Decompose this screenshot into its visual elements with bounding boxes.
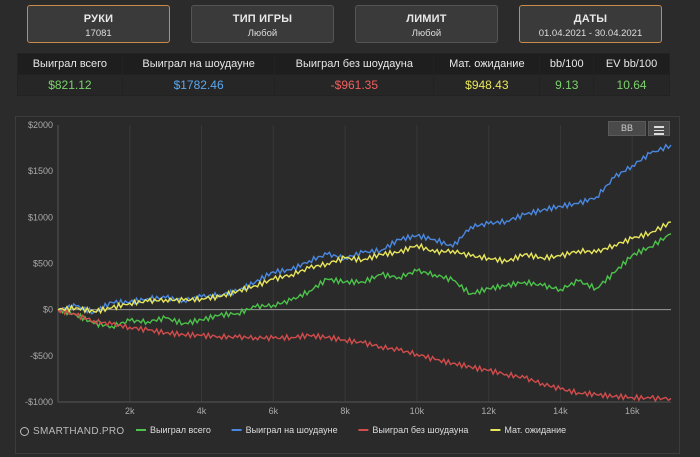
stats-header-total: Выиграл всего (17, 53, 123, 75)
x-tick-label: 12k (481, 406, 496, 416)
y-tick-label: -$500 (30, 351, 53, 361)
filter-limit-title: ЛИМИТ (406, 13, 447, 25)
stats-table: Выиграл всего Выиграл на шоудауне Выигра… (17, 53, 670, 96)
series-line (57, 306, 672, 403)
stats-value-non-showdown: -$961.35 (274, 74, 435, 96)
filter-game-type-value: Любой (247, 28, 278, 39)
y-tick-label: $0 (43, 305, 53, 315)
hamburger-menu-icon (649, 122, 669, 135)
filter-game-type-title: ТИП ИГРЫ (232, 13, 293, 25)
y-tick-label: $2000 (28, 120, 53, 130)
stats-value-ev-bb100: 10.64 (593, 74, 670, 96)
stats-value-bb100: 9.13 (539, 74, 595, 96)
x-tick-label: 10k (410, 406, 425, 416)
brand-logo: SMARTHAND.PRO (20, 426, 125, 437)
stats-value-ev: $948.43 (433, 74, 541, 96)
chart-menu-button[interactable] (648, 121, 670, 136)
x-tick-label: 8k (340, 406, 350, 416)
stats-header-non-showdown: Выиграл без шоудауна (274, 53, 435, 75)
x-tick-label: 16k (625, 406, 640, 416)
legend-label: Выиграл всего (150, 425, 211, 435)
smarthand-logo-icon (20, 427, 29, 436)
series-line (57, 233, 672, 330)
stats-header-ev-bb100: EV bb/100 (593, 53, 670, 75)
stats-value-showdown: $1782.46 (121, 74, 276, 96)
stats-value-total: $821.12 (17, 74, 123, 96)
y-tick-label: -$1000 (25, 397, 53, 407)
filter-dates-value: 01.04.2021 - 30.04.2021 (538, 28, 643, 39)
filter-hands-value: 17081 (85, 28, 112, 39)
stats-header-bb100: bb/100 (539, 53, 595, 75)
x-tick-label: 14k (553, 406, 568, 416)
legend-label: Мат. ожидание (504, 425, 566, 435)
stats-header-row: Выиграл всего Выиграл на шоудауне Выигра… (17, 53, 670, 75)
filter-limit-value: Любой (411, 28, 442, 39)
winnings-chart: $2000 $1500 $1000 $500 $0 -$500 -$1000 2k 4k 6k 8k… (15, 116, 680, 454)
series-line (57, 143, 672, 315)
series-line (57, 221, 672, 315)
y-tick-label: $1000 (28, 212, 53, 222)
filter-hands-button[interactable]: РУКИ 17081 (27, 5, 170, 43)
stats-header-ev: Мат. ожидание (433, 53, 541, 75)
filter-dates-button[interactable]: ДАТЫ 01.04.2021 - 30.04.2021 (519, 5, 662, 43)
stats-value-row: $821.12 $1782.46 -$961.35 $948.43 9.13 1… (17, 74, 670, 96)
chart-svg: $2000 $1500 $1000 $500 $0 -$500 -$1000 2k 4k 6k 8k… (25, 120, 672, 435)
y-tick-label: $500 (33, 259, 53, 269)
x-tick-label: 4k (197, 406, 207, 416)
x-tick-label: 6k (269, 406, 279, 416)
x-tick-label: 2k (125, 406, 135, 416)
legend-label: Выиграл без шоудауна (372, 425, 468, 435)
filter-game-type-button[interactable]: ТИП ИГРЫ Любой (191, 5, 334, 43)
filter-dates-title: ДАТЫ (573, 13, 608, 25)
filter-hands-title: РУКИ (83, 13, 114, 25)
y-tick-label: $1500 (28, 166, 53, 176)
filter-limit-button[interactable]: ЛИМИТ Любой (355, 5, 498, 43)
bb-toggle-button[interactable]: BB (608, 121, 646, 136)
brand-text: SMARTHAND.PRO (33, 426, 125, 437)
stats-header-showdown: Выиграл на шоудауне (121, 53, 276, 75)
legend-label: Выиграл на шоудауне (246, 425, 338, 435)
